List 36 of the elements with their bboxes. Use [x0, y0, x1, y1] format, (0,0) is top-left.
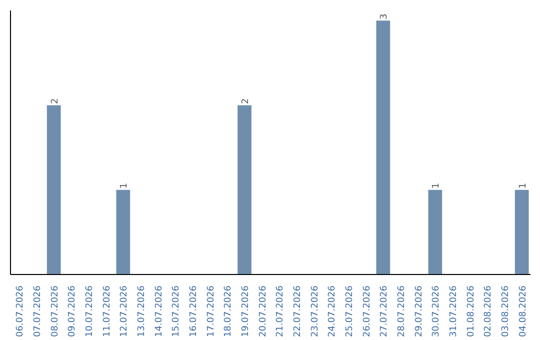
x-tick-label: 31.07.2026: [449, 285, 459, 338]
x-tick-label: 17.07.2026: [206, 285, 216, 338]
x-tick-label: 14.07.2026: [154, 285, 164, 338]
x-tick-label: 22.07.2026: [293, 285, 303, 338]
x-tick-label: 26.07.2026: [362, 285, 372, 338]
x-tick-label: 24.07.2026: [328, 285, 338, 338]
x-tick-label: 16.07.2026: [189, 285, 199, 338]
data-label: 3: [380, 14, 390, 20]
data-label: 2: [50, 98, 60, 104]
x-tick-label: 25.07.2026: [345, 285, 355, 338]
data-label: 1: [432, 182, 442, 189]
x-tick-label: 04.08.2026: [518, 285, 528, 338]
x-tick-label: 15.07.2026: [172, 285, 182, 338]
x-tick-label: 23.07.2026: [310, 285, 320, 338]
x-tick-label: 07.07.2026: [33, 285, 43, 338]
x-tick-label: 02.08.2026: [484, 285, 494, 338]
data-label: 1: [120, 182, 130, 189]
x-tick-label: 29.07.2026: [414, 285, 424, 338]
x-tick-label: 03.08.2026: [501, 285, 511, 338]
x-tick-label: 21.07.2026: [276, 285, 286, 338]
x-tick-label: 27.07.2026: [380, 285, 390, 338]
x-tick-label: 10.07.2026: [85, 285, 95, 338]
x-tick-label: 08.07.2026: [50, 285, 60, 338]
x-tick-label: 12.07.2026: [120, 285, 130, 338]
x-tick-label: 20.07.2026: [258, 285, 268, 338]
x-tick-label: 13.07.2026: [137, 285, 147, 338]
data-label: 1: [518, 182, 528, 189]
x-tick-label: 11.07.2026: [102, 285, 112, 338]
x-tick-label: 06.07.2026: [16, 285, 26, 338]
x-tick-label: 01.08.2026: [466, 285, 476, 338]
data-label: 2: [241, 98, 251, 104]
x-tick-label: 30.07.2026: [432, 285, 442, 338]
x-tick-label: 18.07.2026: [224, 285, 234, 338]
x-tick-label: 19.07.2026: [241, 285, 251, 338]
x-tick-label: 09.07.2026: [68, 285, 78, 338]
x-tick-label: 28.07.2026: [397, 285, 407, 338]
